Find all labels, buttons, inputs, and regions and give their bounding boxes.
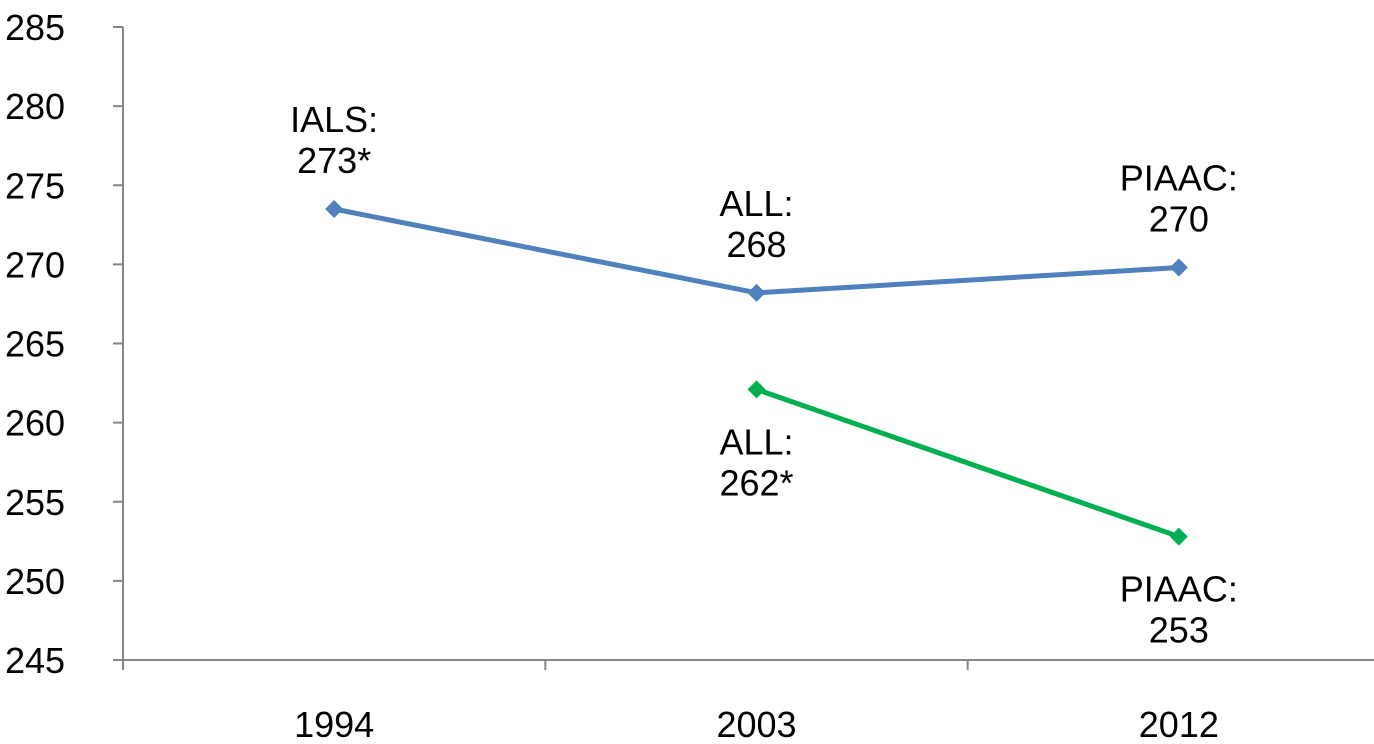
data-point-marker	[747, 380, 766, 399]
point-label: 273*	[297, 140, 371, 181]
data-point-marker	[1169, 527, 1188, 546]
x-tick-label: 1994	[294, 704, 374, 744]
data-point-marker	[747, 283, 766, 302]
point-label: ALL:	[719, 183, 793, 224]
point-label: ALL:	[719, 421, 793, 462]
data-point-marker	[325, 199, 344, 218]
series-line	[754, 386, 1182, 540]
x-tick-label: 2003	[716, 704, 796, 744]
x-tick-label: 2012	[1139, 704, 1219, 744]
point-label: IALS:	[290, 99, 378, 140]
point-label: 253	[1149, 610, 1209, 651]
y-tick-label: 250	[5, 561, 65, 602]
y-tick-label: 255	[5, 482, 65, 523]
y-tick-label: 265	[5, 324, 65, 365]
y-tick-label: 260	[5, 403, 65, 444]
y-tick-label: 280	[5, 86, 65, 127]
series-2: ALL:262* PIAAC:253	[719, 380, 1238, 651]
point-label: 270	[1149, 199, 1209, 240]
point-label: PIAAC:	[1120, 158, 1238, 199]
data-point-marker	[1169, 258, 1188, 277]
y-axis-ticks: 245 250 255 260 265 270 275 280 285	[5, 7, 123, 681]
point-label: 268	[726, 224, 786, 265]
y-tick-label: 245	[5, 640, 65, 681]
point-label: 262*	[719, 462, 793, 503]
y-tick-label: 285	[5, 7, 65, 48]
point-label: PIAAC:	[1120, 569, 1238, 610]
series-group: IALS:273*ALL:268PIAAC:270ALL:262*PIAAC:2…	[290, 99, 1238, 651]
x-axis-ticks: 1994 2003 2012	[122, 660, 1219, 744]
y-tick-label: 270	[5, 244, 65, 285]
y-tick-label: 275	[5, 165, 65, 206]
series-1: IALS:273* ALL:268 PIAAC:270	[290, 99, 1238, 302]
